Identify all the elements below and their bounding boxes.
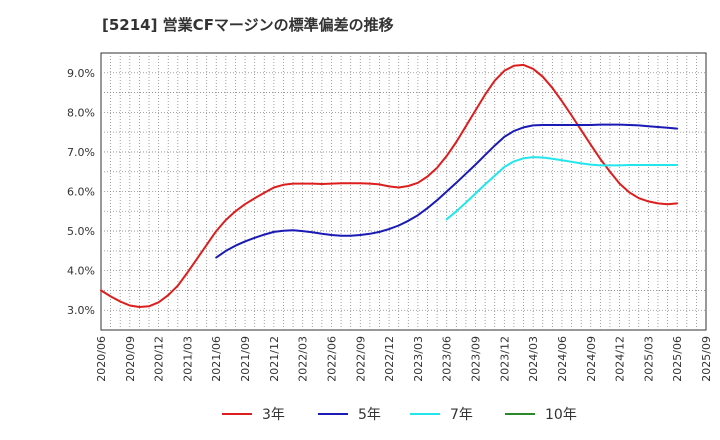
x-tick-label: 2021/03 <box>181 336 194 382</box>
series-line-2 <box>215 123 679 259</box>
y-tick-label: 7.0% <box>67 146 95 159</box>
x-tick-label: 2024/09 <box>585 336 598 382</box>
grid <box>101 53 706 330</box>
x-tick-label: 2024/06 <box>556 336 569 382</box>
series-lines <box>100 63 679 308</box>
y-tick-label: 9.0% <box>67 67 95 80</box>
y-tick-label: 3.0% <box>67 304 95 317</box>
x-tick-label: 2022/03 <box>297 336 310 382</box>
chart-title: [5214] 営業CFマージンの標準偏差の推移 <box>102 16 394 34</box>
x-tick-label: 2024/12 <box>614 336 627 382</box>
x-tick-label: 2020/09 <box>124 336 137 382</box>
x-tick-label: 2023/12 <box>498 336 511 382</box>
x-tick-label: 2020/06 <box>95 336 108 382</box>
x-tick-label: 2022/06 <box>325 336 338 382</box>
x-tick-label: 2025/09 <box>700 336 713 382</box>
legend-label-2: 5年 <box>358 407 381 423</box>
x-tick-label: 2021/12 <box>268 336 281 382</box>
legend: 3年 5年 7年 10年 <box>222 407 577 423</box>
x-tick-label: 2024/03 <box>527 336 540 382</box>
x-tick-label: 2021/09 <box>239 336 252 382</box>
x-tick-label: 2022/09 <box>354 336 367 382</box>
y-tick-label: 6.0% <box>67 186 95 199</box>
x-tick-label: 2025/03 <box>642 336 655 382</box>
x-tick-label: 2021/06 <box>210 336 223 382</box>
legend-label-3: 7年 <box>450 407 473 423</box>
x-tick-label: 2023/09 <box>470 336 483 382</box>
series-line-3 <box>445 156 679 221</box>
x-tick-label: 2022/12 <box>383 336 396 382</box>
series-line-1 <box>100 63 679 308</box>
x-tick-label: 2025/06 <box>671 336 684 382</box>
x-tick-label: 2020/12 <box>153 336 166 382</box>
x-axis-ticks: 2020/06 2020/09 2020/12 2021/03 2021/06 2021/… <box>95 336 713 382</box>
legend-label-1: 3年 <box>262 407 285 423</box>
legend-label-4: 10年 <box>545 407 577 423</box>
x-tick-label: 2023/06 <box>441 336 454 382</box>
y-tick-label: 8.0% <box>67 106 95 119</box>
y-tick-label: 4.0% <box>67 265 95 278</box>
x-tick-label: 2023/03 <box>412 336 425 382</box>
y-axis-ticks: 3.0% 4.0% 5.0% 6.0% 7.0% 8.0% 9.0% <box>67 67 95 317</box>
y-tick-label: 5.0% <box>67 225 95 238</box>
